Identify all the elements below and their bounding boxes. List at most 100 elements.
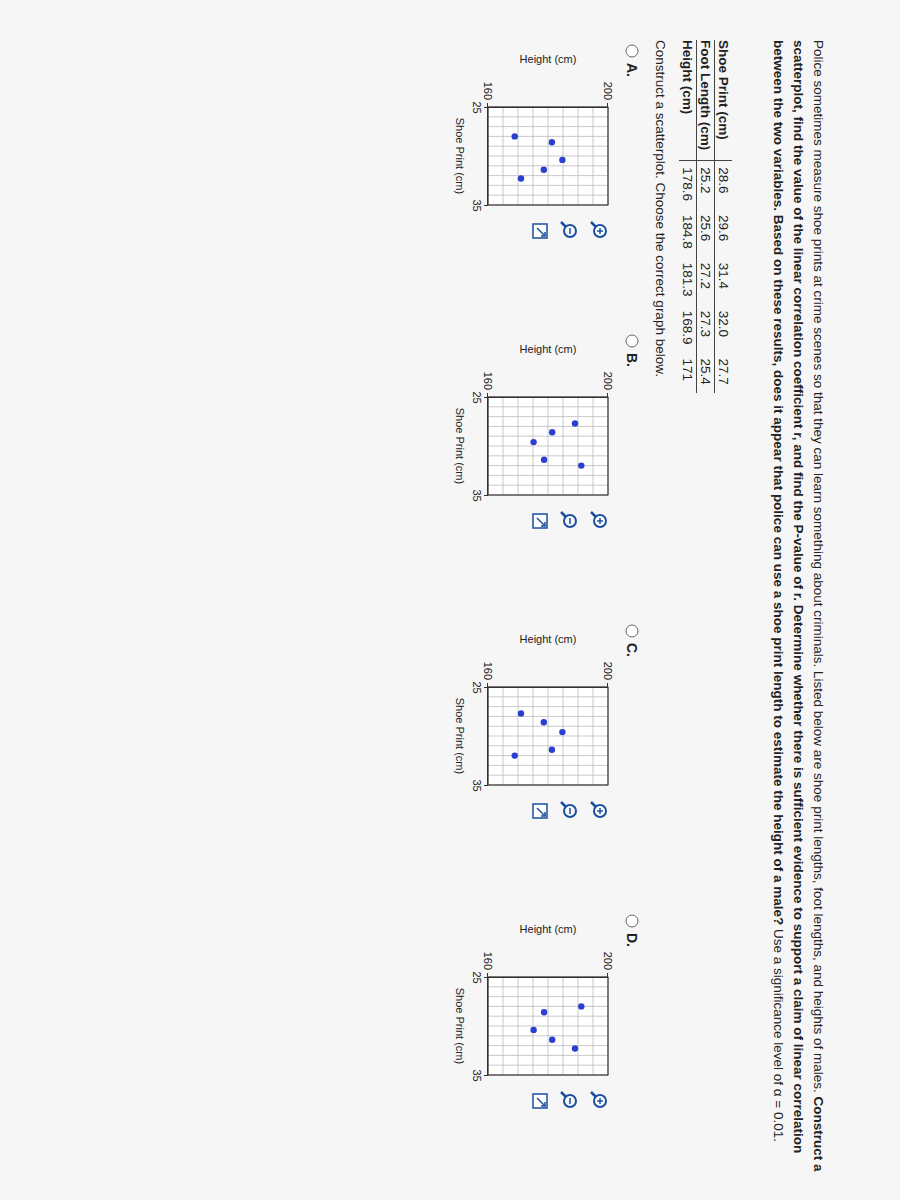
x-axis: 25 35 — [471, 971, 488, 1081]
tick: 25 — [471, 101, 488, 113]
grid-line — [593, 107, 594, 205]
tick-label: 25 — [471, 391, 483, 403]
points — [530, 1003, 584, 1052]
y-axis-title: Height (cm) — [520, 923, 577, 935]
tick-label: 200 — [602, 82, 614, 100]
radio-button[interactable] — [626, 335, 638, 347]
question-end: Use a significance level of α = 0.01. — [771, 929, 786, 1142]
option-panel: A.2535160200Shoe Print (cm)Height (cm) — [454, 45, 640, 238]
option-label[interactable]: A. — [624, 63, 640, 77]
tick: 160 — [482, 952, 494, 977]
tick-label: 160 — [482, 952, 494, 970]
table-cell: 178.6 — [679, 161, 697, 209]
zoom-icon[interactable] — [561, 222, 576, 237]
option-label[interactable]: C. — [624, 643, 640, 657]
row-label: Foot Length (cm) — [697, 40, 715, 161]
open-icon[interactable] — [533, 514, 547, 528]
zoom-icon[interactable] — [591, 512, 606, 527]
grid-line — [593, 397, 594, 495]
grid-line — [548, 107, 549, 205]
scatter-point — [559, 157, 565, 163]
zoom-icon[interactable] — [561, 802, 576, 817]
open-icon[interactable] — [533, 804, 547, 818]
zoom-icon[interactable] — [591, 222, 606, 237]
grid-line — [533, 687, 534, 785]
plot-area — [488, 687, 608, 785]
minor-grid — [488, 977, 608, 1075]
zoom-icon[interactable] — [591, 802, 606, 817]
option-panel: B. 2535160200 Shoe Print (cm) Height (cm) — [454, 335, 640, 528]
scatter-point — [549, 139, 555, 145]
tick: 25 — [471, 681, 488, 693]
grid-line — [518, 977, 519, 1075]
scatter-point — [549, 1037, 555, 1043]
tick: 35 — [471, 199, 488, 211]
grid-line — [563, 977, 564, 1075]
minor-grid — [488, 687, 608, 785]
zoom-icon[interactable] — [561, 1092, 576, 1107]
open-icon[interactable] — [533, 1094, 547, 1108]
tick-label: 35 — [471, 779, 483, 791]
tick-label: 160 — [482, 82, 494, 100]
tick-label: 25 — [471, 681, 483, 693]
grid-line — [503, 687, 504, 785]
row-label: Shoe Print (cm) — [715, 40, 733, 161]
grid-line — [548, 977, 549, 1075]
table-cell: 27.2 — [697, 257, 715, 305]
x-axis: 2535 — [471, 391, 488, 501]
option-label[interactable]: B. — [624, 353, 640, 367]
grid-line — [548, 687, 549, 785]
x-axis: 25 35 — [471, 681, 488, 791]
radio-button[interactable] — [626, 625, 638, 637]
tick-mark — [484, 495, 488, 496]
question: Police sometimes measure shoe prints at … — [768, 40, 828, 1180]
y-axis-title: Height (cm) — [520, 343, 577, 355]
grid-line — [518, 687, 519, 785]
table-cell: 25.4 — [697, 352, 715, 392]
grid-line — [578, 687, 579, 785]
tick: 25 — [471, 971, 488, 983]
option-label[interactable]: D. — [624, 933, 640, 947]
open-icon[interactable] — [533, 224, 547, 238]
instruction: Construct a scatterplot. Choose the corr… — [653, 40, 668, 377]
tick: 200 — [602, 372, 614, 397]
zoom-icon[interactable] — [591, 1092, 606, 1107]
option-panel: D.2535160200Shoe Print (cm)Height (cm) — [454, 915, 640, 1108]
grid-line — [578, 397, 579, 495]
tick-mark — [607, 393, 608, 397]
tick-mark — [607, 683, 608, 687]
scatter-point — [578, 1003, 584, 1009]
grid-line — [533, 107, 534, 205]
radio-button[interactable] — [626, 45, 638, 57]
y-axis: 160200 — [482, 662, 614, 688]
radio-button[interactable] — [626, 915, 638, 927]
tick-label: 200 — [602, 952, 614, 970]
tick-mark — [487, 683, 488, 687]
scatter-point — [530, 1027, 536, 1033]
axis-line — [484, 978, 488, 1076]
plot-frame — [488, 397, 608, 495]
x-axis-title: Shoe Print (cm) — [454, 408, 466, 484]
grid-line — [563, 687, 564, 785]
zoom-icon[interactable] — [561, 512, 576, 527]
plot-frame — [488, 977, 608, 1075]
tick-label: 160 — [482, 662, 494, 680]
plot-frame — [488, 687, 608, 785]
tick: 160 — [482, 662, 494, 687]
grid-line — [503, 397, 504, 495]
minor-grid — [488, 107, 608, 205]
tick: 160 — [482, 82, 494, 107]
tick: 35 — [471, 1069, 488, 1081]
table-cell: 29.6 — [715, 209, 733, 257]
grid-line — [593, 977, 594, 1075]
scatter-point — [572, 1045, 578, 1051]
table-cell: 184.8 — [679, 209, 697, 257]
plot-area — [488, 397, 608, 495]
table-cell: 168.9 — [679, 305, 697, 353]
plot-area — [488, 107, 608, 205]
tick-mark — [487, 973, 488, 977]
y-axis: 160200 — [482, 372, 614, 398]
tick-label: 35 — [471, 1069, 483, 1081]
grid-line — [563, 107, 564, 205]
grid-line — [533, 397, 534, 495]
